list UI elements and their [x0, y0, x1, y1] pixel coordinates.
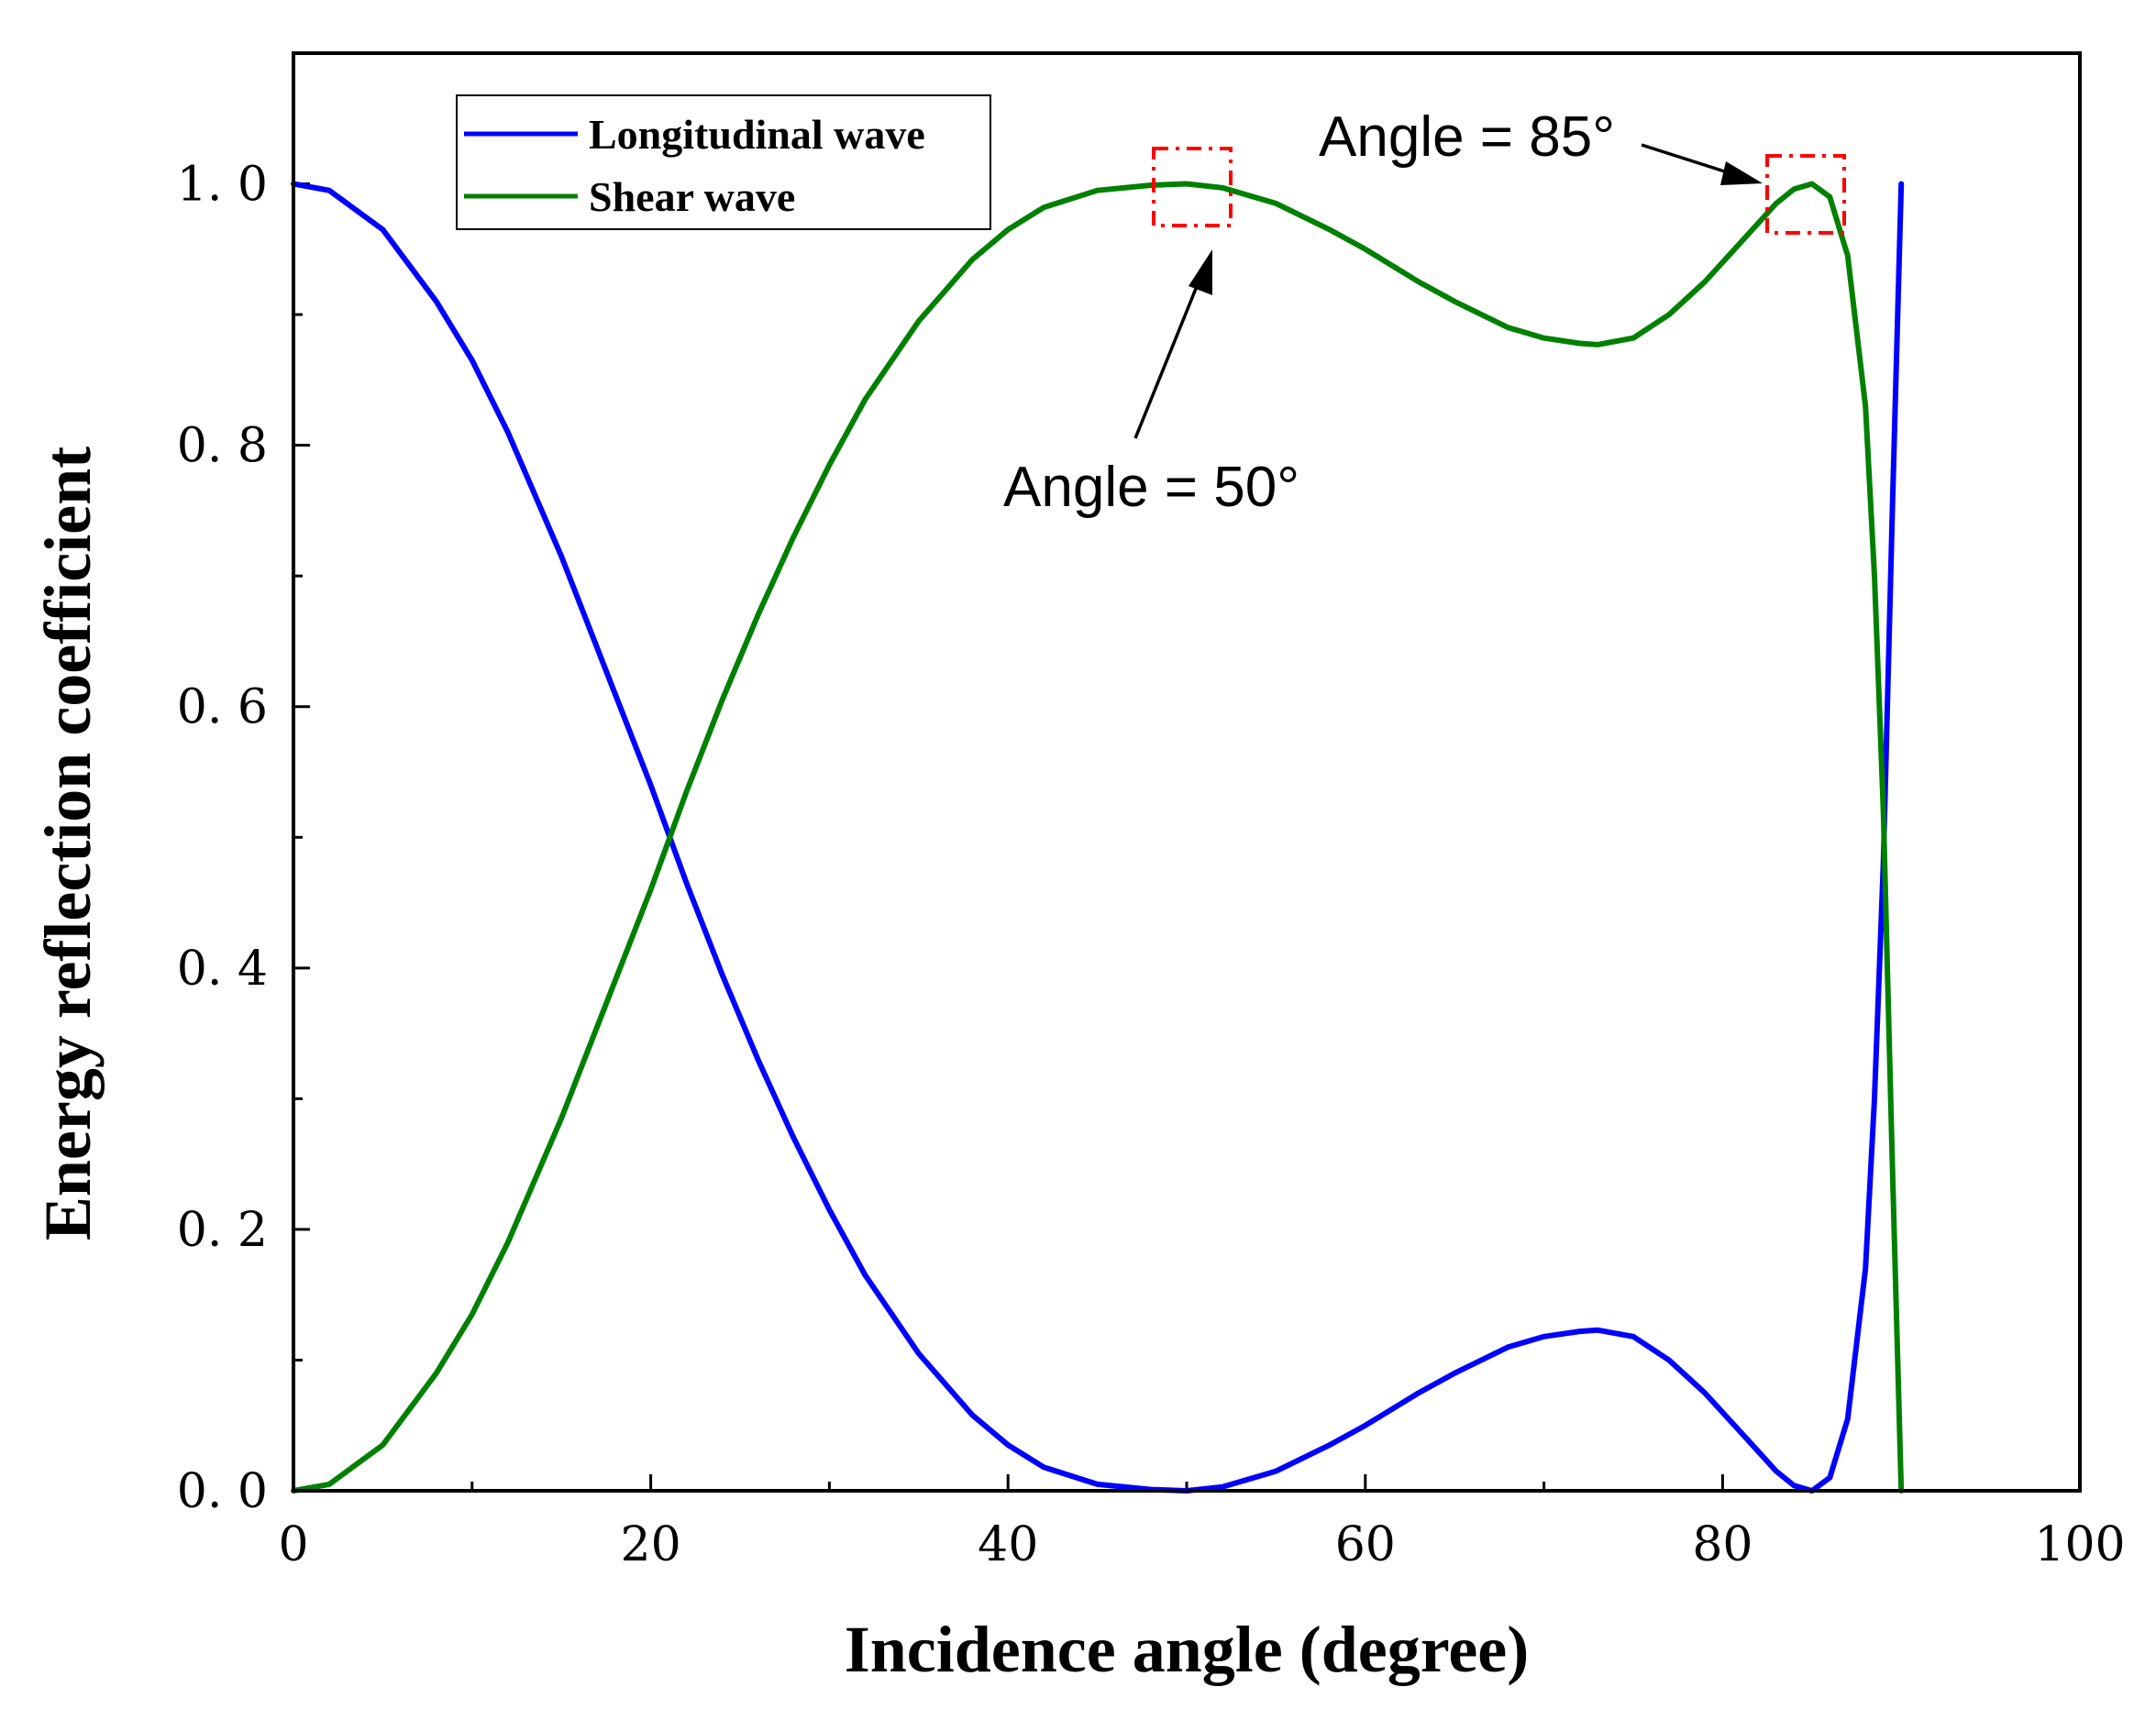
- marker-box-85: [1765, 154, 1846, 235]
- annotation-label-50: Angle = 50°: [1003, 456, 1299, 519]
- x-tick-label-80: 80: [1692, 1517, 1752, 1572]
- x-tick-label-40: 40: [978, 1517, 1038, 1572]
- arrowhead-85: [1720, 161, 1763, 185]
- y-tick-label-0.6: 0. 6: [177, 680, 268, 735]
- marker-box-50: [1152, 147, 1233, 227]
- x-axis-title: Incidence angle (degree): [845, 1613, 1530, 1686]
- annotation-50: Angle = 50°: [1003, 147, 1299, 519]
- y-tick-label-0: 0. 0: [177, 1464, 268, 1519]
- series-layer: [291, 181, 1905, 1494]
- y-tick-label-0.8: 0. 8: [177, 419, 268, 474]
- x-tick-label-60: 60: [1335, 1517, 1396, 1572]
- y-tick-label-0.4: 0. 4: [177, 942, 268, 997]
- arrow-50: [1133, 274, 1203, 439]
- series-line-longitudinal-wave: [291, 181, 1905, 1494]
- annotation-85: Angle = 85°: [1319, 105, 1846, 235]
- x-tick-label-20: 20: [621, 1517, 681, 1572]
- x-tick-label-100: 100: [2034, 1517, 2125, 1572]
- series-line-shear-wave: [291, 181, 1905, 1494]
- legend: Longitudinal wave Shear wave: [456, 94, 991, 230]
- legend-label-shear: Shear wave: [589, 173, 795, 220]
- x-tick-label-0: 0: [278, 1517, 308, 1572]
- y-tick-label-1: 1. 0: [177, 158, 268, 213]
- arrowhead-50: [1189, 249, 1212, 295]
- legend-label-longitudinal: Longitudinal wave: [589, 111, 925, 158]
- y-tick-label-0.2: 0. 2: [177, 1203, 268, 1258]
- plot-frame: [292, 51, 2082, 1493]
- y-axis-title: Energy reflection coefficient: [31, 447, 105, 1240]
- tick-layer: 0 20 40 60 80 100 0. 0 0. 2 0. 4 0. 6 0. 8 1. 0: [177, 51, 2126, 1572]
- legend-box: [456, 94, 991, 230]
- annotation-label-85: Angle = 85°: [1319, 105, 1615, 169]
- arrow-85: [1641, 143, 1734, 176]
